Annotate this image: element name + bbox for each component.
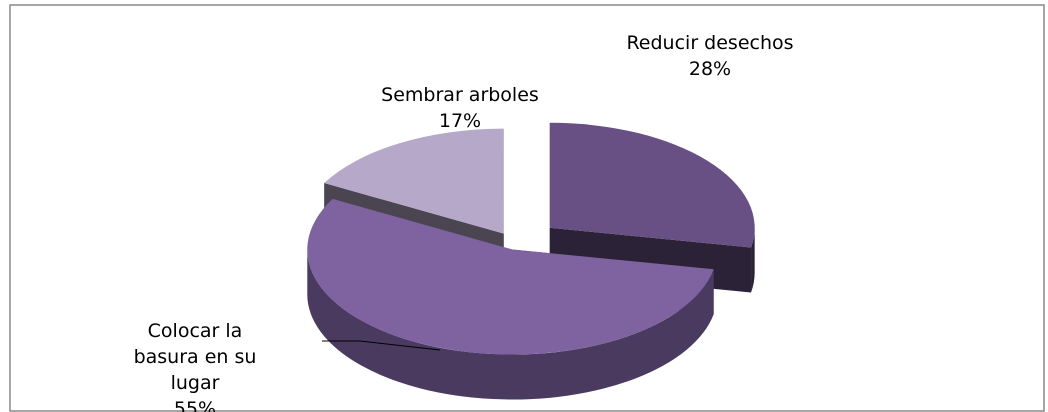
value-label: 55% xyxy=(173,398,217,412)
pie-slice-side xyxy=(751,227,755,293)
data-label: Reducir desechos 28% xyxy=(600,30,820,82)
pie-slice xyxy=(307,198,714,355)
data-label-box: Sembrar arboles 17% xyxy=(360,82,560,134)
pie-slice-side xyxy=(307,249,714,400)
data-label: Colocar la basura en su lugar 55% xyxy=(115,318,275,412)
leader-line xyxy=(322,340,441,351)
data-label-box: Reducir desechos 28% xyxy=(600,30,820,82)
value-label: 28% xyxy=(688,58,732,80)
category-label: Reducir desechos xyxy=(626,32,794,54)
data-label: Sembrar arboles 17% xyxy=(360,82,560,134)
pie-slice xyxy=(324,128,504,234)
category-label: Sembrar arboles xyxy=(381,84,539,106)
category-label: Colocar la basura en su lugar xyxy=(133,320,257,394)
value-label: 17% xyxy=(438,110,482,132)
data-label-box: Colocar la basura en su lugar 55% xyxy=(115,318,275,412)
pie-slice xyxy=(549,122,755,248)
